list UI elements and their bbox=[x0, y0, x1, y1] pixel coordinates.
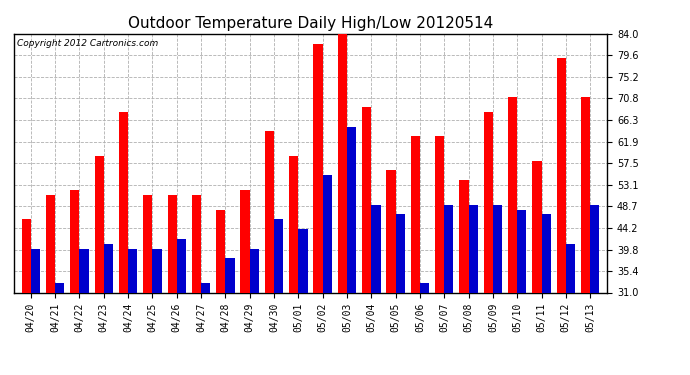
Bar bbox=[411, 136, 420, 375]
Bar bbox=[265, 131, 274, 375]
Bar bbox=[274, 219, 284, 375]
Bar bbox=[168, 195, 177, 375]
Bar bbox=[347, 126, 356, 375]
Bar bbox=[128, 249, 137, 375]
Bar bbox=[542, 214, 551, 375]
Bar bbox=[581, 97, 590, 375]
Bar bbox=[313, 44, 323, 375]
Bar bbox=[70, 190, 79, 375]
Bar bbox=[144, 195, 152, 375]
Bar bbox=[435, 136, 444, 375]
Bar bbox=[177, 239, 186, 375]
Bar bbox=[532, 160, 542, 375]
Bar bbox=[557, 58, 566, 375]
Bar bbox=[55, 283, 64, 375]
Bar bbox=[201, 283, 210, 375]
Bar bbox=[226, 258, 235, 375]
Bar bbox=[21, 219, 31, 375]
Bar bbox=[386, 171, 395, 375]
Bar bbox=[460, 180, 469, 375]
Bar bbox=[298, 229, 308, 375]
Bar bbox=[95, 156, 103, 375]
Bar bbox=[508, 97, 518, 375]
Bar bbox=[323, 176, 332, 375]
Bar bbox=[493, 205, 502, 375]
Bar bbox=[518, 210, 526, 375]
Bar bbox=[484, 112, 493, 375]
Bar bbox=[469, 205, 477, 375]
Bar bbox=[590, 205, 600, 375]
Bar bbox=[79, 249, 89, 375]
Bar bbox=[31, 249, 40, 375]
Bar bbox=[46, 195, 55, 375]
Bar bbox=[566, 244, 575, 375]
Bar bbox=[444, 205, 453, 375]
Title: Outdoor Temperature Daily High/Low 20120514: Outdoor Temperature Daily High/Low 20120… bbox=[128, 16, 493, 31]
Bar bbox=[152, 249, 161, 375]
Bar bbox=[119, 112, 128, 375]
Bar bbox=[362, 107, 371, 375]
Bar bbox=[104, 244, 113, 375]
Text: Copyright 2012 Cartronics.com: Copyright 2012 Cartronics.com bbox=[17, 39, 158, 48]
Bar bbox=[289, 156, 298, 375]
Bar bbox=[337, 34, 347, 375]
Bar bbox=[240, 190, 250, 375]
Bar bbox=[420, 283, 429, 375]
Bar bbox=[216, 210, 226, 375]
Bar bbox=[192, 195, 201, 375]
Bar bbox=[250, 249, 259, 375]
Bar bbox=[395, 214, 405, 375]
Bar bbox=[371, 205, 381, 375]
